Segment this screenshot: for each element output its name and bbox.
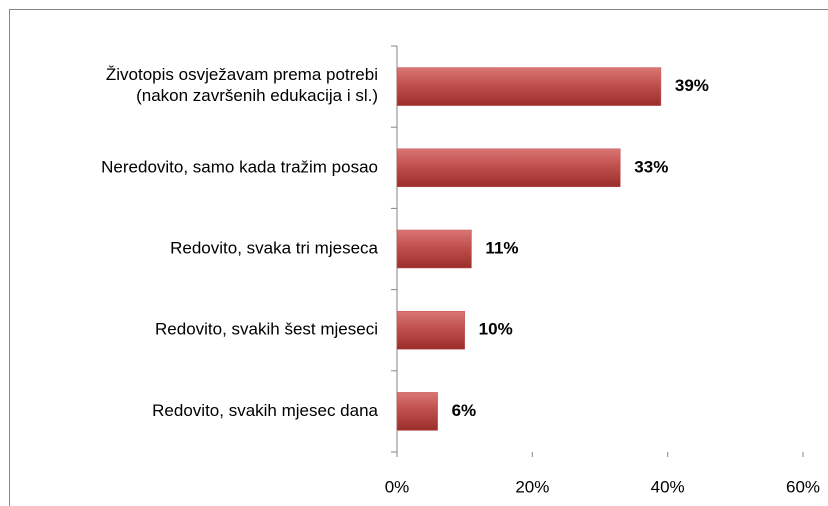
category-label: Neredovito, samo kada tražim posao: [101, 157, 378, 176]
category-label: Redovito, svaka tri mjeseca: [170, 238, 378, 257]
value-label: 10%: [479, 320, 513, 339]
x-tick-label: 0%: [385, 477, 410, 496]
category-label: Redovito, svakih šest mjeseci: [155, 320, 378, 339]
category-label: Životopis osvježavam prema potrebi (nakon…: [106, 66, 378, 106]
bar: [396, 67, 662, 106]
x-tick-label: 20%: [515, 477, 549, 496]
bar: [396, 392, 438, 431]
value-label: 33%: [634, 157, 668, 176]
value-label: 11%: [485, 238, 518, 257]
category-label: Redovito, svakih mjesec dana: [152, 401, 378, 420]
chart-frame: [9, 9, 828, 506]
value-label: 39%: [675, 76, 709, 95]
x-tick-label: 40%: [651, 477, 685, 496]
x-tick-label: 60%: [786, 477, 820, 496]
value-label: 6%: [452, 401, 477, 420]
bar: [396, 229, 472, 269]
bar: [396, 310, 465, 350]
bar: [396, 148, 621, 188]
